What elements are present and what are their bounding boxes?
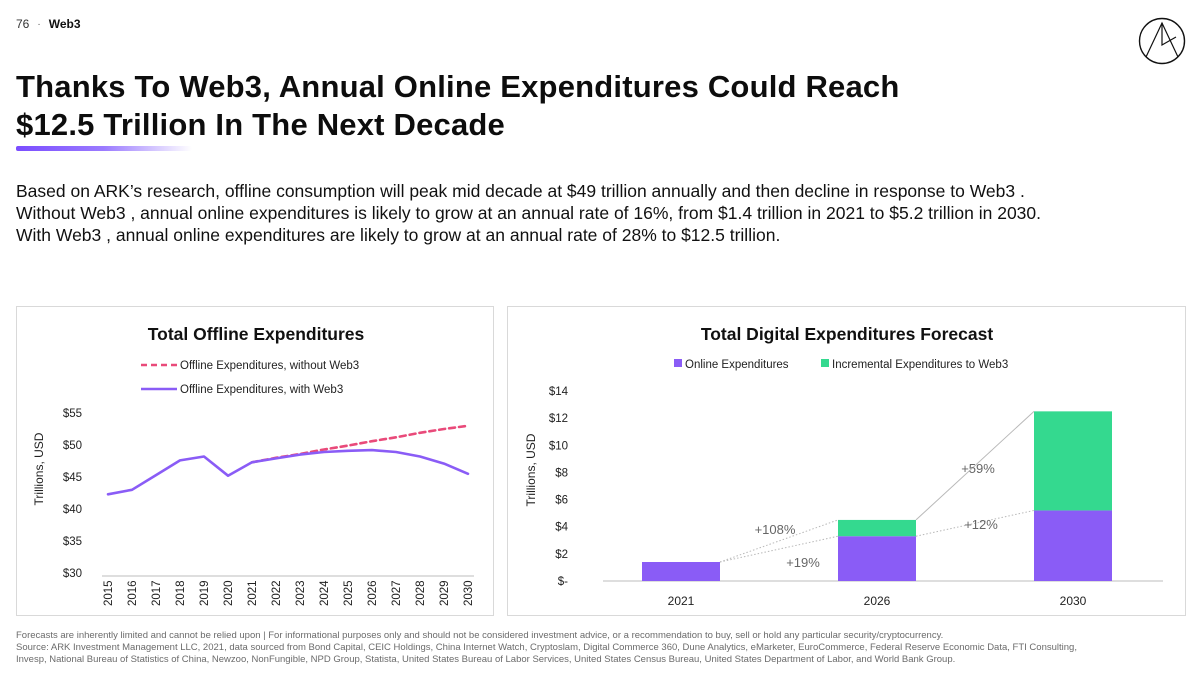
y-tick-label: $2 [555, 549, 568, 561]
x-tick-label: 2018 [175, 580, 187, 606]
connector-line [915, 410, 1035, 521]
y-tick-label: $6 [555, 495, 568, 507]
x-tick-label: 2030 [463, 580, 475, 606]
title-line-1: Thanks To Web3, Annual Online Expenditur… [16, 69, 900, 104]
legend-swatch-online [674, 359, 682, 367]
growth-annotation: +108% [755, 522, 796, 537]
title-line-2: $12.5 Trillion In The Next Decade [16, 107, 505, 142]
legend-label: Incremental Expenditures to Web3 [832, 359, 1008, 371]
connector-line [719, 535, 839, 563]
y-axis-title: Trillions, USD [524, 433, 538, 506]
y-tick-label: $8 [555, 467, 568, 479]
x-tick-label: 2020 [223, 580, 235, 606]
footer-line-2: Source: ARK Investment Management LLC, 2… [16, 642, 1077, 653]
growth-annotation: +12% [964, 517, 998, 532]
y-tick-label: $4 [555, 522, 568, 534]
y-tick-label: $30 [63, 568, 82, 580]
intro-line-3: With Web3 , annual online expenditures a… [16, 225, 781, 245]
y-tick-label: $10 [549, 440, 568, 452]
legend-label: Offline Expenditures, without Web3 [180, 360, 359, 372]
x-tick-label: 2026 [864, 594, 891, 608]
x-tick-label: 2030 [1060, 594, 1087, 608]
footer-disclaimer: Forecasts are inherently limited and can… [16, 630, 1186, 666]
series-line-with-web3 [106, 448, 470, 496]
bar-online-expenditures [838, 536, 916, 581]
x-tick-label: 2026 [367, 580, 379, 606]
x-tick-label: 2019 [199, 580, 211, 606]
x-tick-label: 2017 [151, 580, 163, 606]
offline-expenditures-chart: Total Offline Expenditures Offline Expen… [32, 324, 475, 606]
y-tick-label: $- [558, 576, 568, 588]
intro-text: Based on ARK’s research, offline consump… [16, 180, 1186, 246]
section-label: Web3 [48, 17, 81, 31]
y-axis-title: Trillions, USD [32, 432, 46, 505]
x-tick-label: 2022 [271, 580, 283, 606]
x-tick-label: 2021 [247, 580, 259, 606]
digital-expenditures-panel: Total Digital Expenditures Forecast Onli… [507, 306, 1186, 616]
footer-line-3: Invesp, National Bureau of Statistics of… [16, 654, 956, 665]
legend-label: Online Expenditures [685, 359, 789, 371]
chart-title: Total Digital Expenditures Forecast [701, 324, 994, 344]
x-tick-label: 2024 [319, 580, 331, 606]
legend-label: Offline Expenditures, with Web3 [180, 384, 343, 396]
legend-swatch-web3 [821, 359, 829, 367]
bar-incremental-web3 [838, 519, 916, 537]
page-header: 76 · Web3 [16, 17, 81, 31]
y-tick-label: $14 [549, 386, 569, 398]
bar-incremental-web3 [1034, 411, 1112, 511]
y-tick-label: $55 [63, 408, 82, 420]
page-number: 76 [16, 17, 30, 31]
x-tick-label: 2027 [391, 580, 403, 606]
ark-logo-icon [1138, 17, 1186, 65]
bar-online-expenditures [1034, 510, 1112, 581]
x-tick-label: 2029 [439, 580, 451, 606]
y-tick-label: $40 [63, 504, 82, 516]
intro-line-2: Without Web3 , annual online expenditure… [16, 203, 1042, 223]
growth-annotation: +19% [786, 555, 820, 570]
chart-title: Total Offline Expenditures [148, 324, 365, 344]
title-underline [16, 146, 192, 151]
y-tick-label: $45 [63, 472, 82, 484]
intro-line-1: Based on ARK’s research, offline consump… [16, 181, 1025, 201]
y-tick-label: $50 [63, 440, 82, 452]
x-tick-label: 2021 [668, 594, 695, 608]
x-tick-label: 2028 [415, 580, 427, 606]
x-tick-label: 2023 [295, 580, 307, 606]
x-tick-label: 2015 [103, 580, 115, 606]
footer-line-1: Forecasts are inherently limited and can… [16, 630, 944, 641]
growth-annotation: +59% [961, 461, 995, 476]
offline-expenditures-panel: Total Offline Expenditures Offline Expen… [16, 306, 494, 616]
header-separator: · [37, 18, 41, 30]
x-tick-label: 2016 [127, 580, 139, 606]
connector-line [915, 509, 1035, 537]
page-title: Thanks To Web3, Annual Online Expenditur… [16, 68, 1016, 144]
digital-expenditures-chart: Total Digital Expenditures Forecast Onli… [524, 324, 1163, 608]
x-tick-label: 2025 [343, 580, 355, 606]
y-tick-label: $35 [63, 536, 82, 548]
bar-online-expenditures [642, 562, 720, 581]
y-tick-label: $12 [549, 413, 568, 425]
